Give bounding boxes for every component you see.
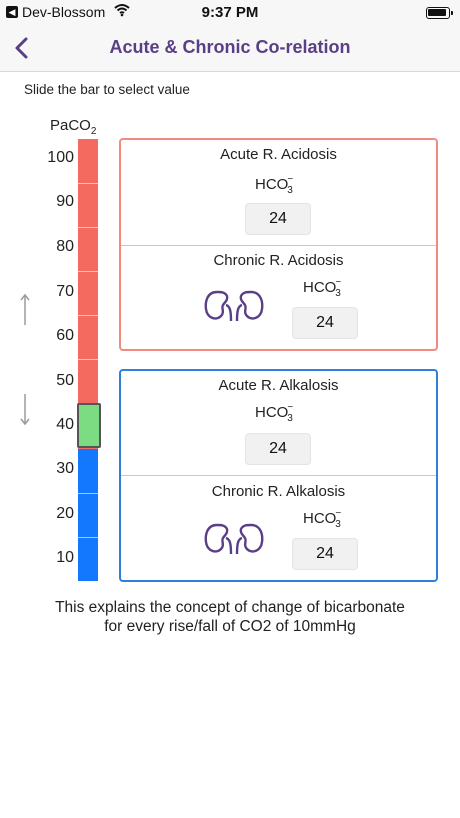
hco3-label: HCO−3 [303,508,348,530]
scale-tick: 40 [56,416,74,433]
slider-divider [78,493,98,494]
panel-divider [121,475,436,476]
scale-tick: 60 [56,327,74,344]
slider-low-segment[interactable] [78,449,98,581]
slider-high-segment[interactable] [78,139,98,449]
scale-tick: 10 [56,549,74,566]
panel-divider [121,245,436,246]
scale-tick: 80 [56,238,74,255]
slider-thumb[interactable] [77,403,101,448]
page-title: Acute & Chronic Co-relation [109,37,351,57]
instruction-text: Slide the bar to select value [24,82,190,97]
chronic-acidosis-value: 24 [292,307,358,339]
hco3-base: HCO [255,176,289,193]
slider-divider [78,271,98,272]
slider-divider [78,227,98,228]
back-to-app-icon[interactable]: ◀ [6,6,18,18]
explanation-line-1: This explains the concept of change of b… [55,599,405,616]
hco3-subscript: 3 [287,413,293,424]
explanation-text: This explains the concept of change of b… [0,598,460,636]
status-bar: ◀ Dev-Blossom 9:37 PM [0,0,460,26]
hco3-base: HCO [303,510,337,527]
kidneys-icon [203,522,265,556]
hco3-charge: − [287,174,294,185]
arrow-up-icon [19,293,31,327]
hco3-label: HCO−3 [255,402,300,424]
chronic-acidosis-title: Chronic R. Acidosis [213,252,344,269]
acute-alkalosis-title: Acute R. Alkalosis [218,377,339,394]
kidneys-icon [203,289,265,323]
carrier-name: Dev-Blossom [22,4,106,20]
scale-tick: 100 [47,149,74,166]
hco3-charge: − [335,277,342,288]
slider-divider [78,537,98,538]
navigation-bar: Acute & Chronic Co-relation [0,26,460,72]
scale-tick: 20 [56,505,74,522]
alkalosis-panel: Acute R. Alkalosis HCO−3 24 Chronic R. A… [119,369,438,582]
slider-divider [78,315,98,316]
hco3-base: HCO [255,404,289,421]
slider-divider [78,183,98,184]
hco3-subscript: 3 [335,519,341,530]
acute-acidosis-title: Acute R. Acidosis [220,146,337,163]
slider-divider [78,359,98,360]
acute-alkalosis-value: 24 [245,433,311,465]
status-time: 9:37 PM [201,4,259,21]
hco3-subscript: 3 [335,288,341,299]
chronic-alkalosis-title: Chronic R. Alkalosis [211,483,346,500]
hco3-charge: − [335,508,342,519]
arrow-down-icon [19,392,31,426]
scale-tick: 30 [56,460,74,477]
explanation-line-2: for every rise/fall of CO2 of 10mmHg [104,618,356,635]
paco2-slider-track[interactable] [78,139,98,581]
hco3-label: HCO−3 [255,174,300,196]
wifi-icon [114,3,130,20]
acute-acidosis-value: 24 [245,203,311,235]
scale-tick: 50 [56,372,74,389]
scale-tick: 90 [56,193,74,210]
hco3-subscript: 3 [287,185,293,196]
battery-icon [426,7,453,19]
scale-label-base: PaCO [50,117,91,134]
hco3-base: HCO [303,279,337,296]
acidosis-panel: Acute R. Acidosis HCO−3 24 Chronic R. Ac… [119,138,438,351]
hco3-charge: − [287,402,294,413]
scale-label-sub: 2 [90,126,97,137]
scale-label: PaCO2 [50,117,96,137]
hco3-label: HCO−3 [303,277,348,299]
chevron-left-icon[interactable] [10,34,38,62]
scale-tick: 70 [56,283,74,300]
chronic-alkalosis-value: 24 [292,538,358,570]
